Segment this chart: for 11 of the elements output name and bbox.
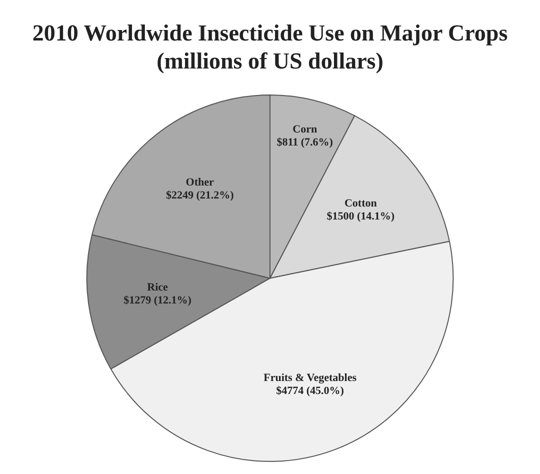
slice-label: Cotton — [344, 197, 377, 210]
slice-label: Other — [186, 176, 214, 188]
data-label: $2249 (21.2%) — [166, 189, 234, 202]
chart-title: 2010 Worldwide Insecticide Use on Major Crops (millions of US dollars) — [32, 20, 508, 74]
slice-label: Fruits & Vegetables — [264, 372, 358, 384]
data-label: $1279 (12.1%) — [124, 294, 192, 306]
data-label: $811 (7.6%) — [276, 136, 334, 148]
data-label: $4774 (45.0%) — [276, 385, 344, 398]
data-label: $1500 (14.1%) — [326, 210, 395, 222]
slice-label: Corn — [292, 123, 318, 136]
slice-label: Rice — [147, 281, 168, 294]
